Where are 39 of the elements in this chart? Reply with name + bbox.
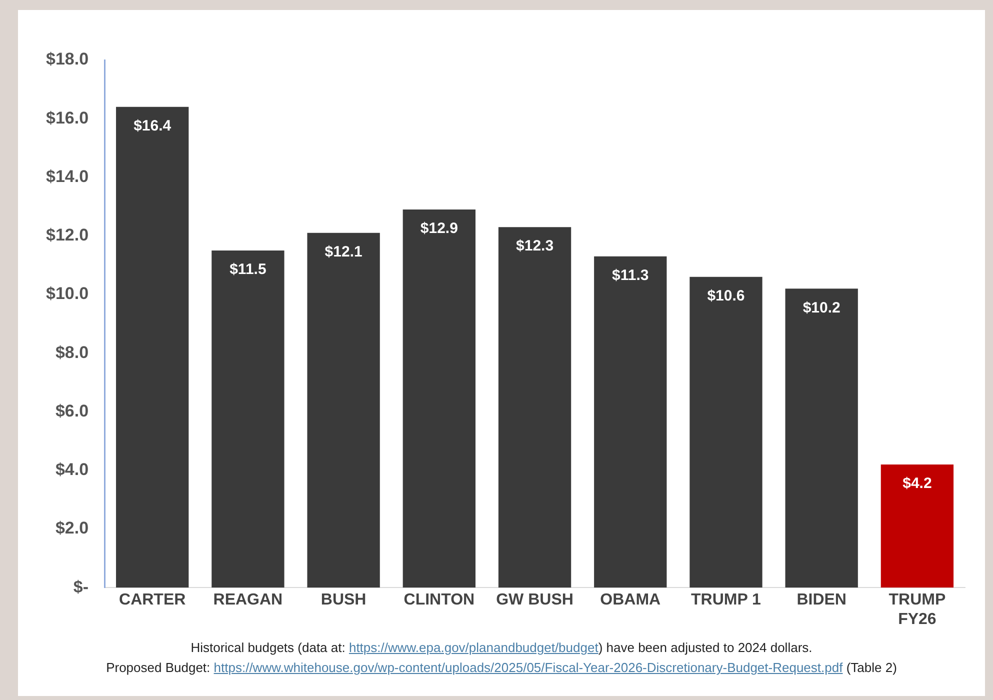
- data-label: $11.5: [230, 261, 266, 278]
- y-tick-label: $14.0: [46, 166, 89, 186]
- y-tick-label: $12.0: [46, 226, 89, 245]
- x-tick-label: REAGAN: [213, 592, 283, 609]
- y-tick-label: $10.0: [46, 284, 89, 304]
- bar: [116, 106, 189, 588]
- x-tick-label: OBAMA: [600, 592, 662, 609]
- y-tick-label: $8.0: [55, 342, 89, 362]
- x-tick-label: TRUMP 1: [691, 592, 762, 609]
- bar: [307, 232, 380, 588]
- text: Historical budgets (data at: https://www.epa.gov/planandbudget/budget) have been adjusted to 2024 dollars.: [190, 640, 812, 655]
- y-tick-label: $16.0: [46, 108, 89, 128]
- data-label: $11.3: [612, 267, 649, 284]
- data-label: $4.2: [902, 475, 932, 492]
- x-tick-label: GW BUSH: [496, 592, 574, 609]
- x-tick-label: TRUMP FY26: [888, 592, 946, 628]
- x-tick-label: CARTER: [119, 592, 186, 609]
- bar: [402, 209, 476, 588]
- x-tick-label: BIDEN: [796, 592, 846, 609]
- y-tick-label: $2.0: [55, 518, 89, 538]
- x-tick-label: BUSH: [320, 592, 366, 609]
- text: Proposed Budget: https://www.whitehouse.gov/wp-content/uploads/2025/05/Fiscal-Year-2026-Discretionary-Budget-Request.pdf (Table 2): [106, 660, 897, 675]
- y-tick-label: $18.0: [46, 50, 89, 69]
- bar: [690, 276, 762, 588]
- bar: [880, 464, 954, 588]
- data-label: $12.3: [516, 238, 554, 255]
- data-label: $16.4: [134, 118, 172, 135]
- x-tick-label: CLINTON: [404, 592, 475, 609]
- bar: [594, 256, 667, 588]
- data-label: $10.6: [707, 288, 745, 305]
- bar: [498, 227, 572, 588]
- bar: [785, 288, 858, 588]
- y-tick-label: $4.0: [55, 460, 89, 480]
- bar: [212, 250, 284, 588]
- y-tick-label: $-: [73, 577, 89, 596]
- data-label: $12.9: [420, 220, 458, 238]
- data-label: $12.1: [324, 244, 362, 261]
- y-tick-label: $6.0: [55, 401, 89, 420]
- data-label: $10.2: [802, 299, 840, 316]
